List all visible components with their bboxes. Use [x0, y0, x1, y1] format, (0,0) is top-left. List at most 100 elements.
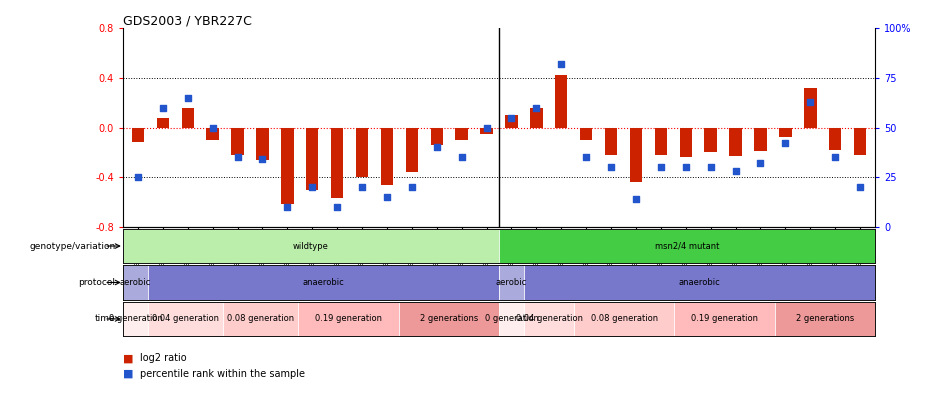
Text: wildtype: wildtype [293, 241, 329, 251]
Point [678, 164, 693, 171]
Point [703, 164, 718, 171]
Point [205, 124, 220, 131]
Point [429, 144, 445, 151]
Point [579, 154, 594, 161]
Point [803, 98, 818, 105]
Text: log2 ratio: log2 ratio [140, 354, 186, 363]
Bar [380, 128, 394, 185]
Point [379, 194, 394, 200]
Bar [123, 229, 499, 263]
Text: anaerobic: anaerobic [678, 278, 721, 287]
Text: ■: ■ [123, 354, 133, 363]
Point [553, 61, 569, 67]
Text: 0.08 generation: 0.08 generation [227, 314, 294, 324]
Text: 0 generation: 0 generation [484, 314, 538, 324]
Bar [854, 128, 867, 155]
Point [305, 184, 320, 190]
Bar [331, 128, 343, 198]
Text: 2 generations: 2 generations [796, 314, 854, 324]
Bar [604, 128, 618, 155]
Bar [356, 128, 368, 177]
Bar [829, 128, 841, 150]
Point [728, 168, 744, 175]
Bar [524, 265, 875, 300]
Text: 0.08 generation: 0.08 generation [591, 314, 657, 324]
Bar [580, 128, 592, 140]
Text: genotype/variation: genotype/variation [29, 241, 115, 251]
Text: ■: ■ [123, 369, 133, 379]
Point [329, 204, 344, 210]
Point [654, 164, 669, 171]
Bar [780, 128, 792, 138]
Point [778, 140, 793, 147]
Bar [406, 128, 418, 172]
Bar [655, 128, 667, 155]
Bar [679, 128, 692, 158]
Bar [630, 128, 642, 182]
Text: 0.19 generation: 0.19 generation [692, 314, 758, 324]
Text: percentile rank within the sample: percentile rank within the sample [140, 369, 305, 379]
Bar [555, 75, 568, 128]
Bar [674, 302, 775, 336]
Bar [232, 128, 244, 155]
Text: 0.04 generation: 0.04 generation [516, 314, 583, 324]
Point [753, 160, 768, 166]
Bar [455, 128, 468, 140]
Point [280, 204, 295, 210]
Text: 0.04 generation: 0.04 generation [152, 314, 219, 324]
Text: 2 generations: 2 generations [420, 314, 478, 324]
Bar [256, 128, 269, 160]
Text: anaerobic: anaerobic [303, 278, 344, 287]
Point [131, 174, 146, 181]
Bar [306, 128, 319, 190]
Bar [206, 128, 219, 140]
Text: 0.19 generation: 0.19 generation [315, 314, 382, 324]
Bar [131, 128, 144, 143]
Point [529, 104, 544, 111]
Bar [705, 128, 717, 152]
Bar [223, 302, 299, 336]
Bar [499, 229, 875, 263]
Bar [574, 302, 674, 336]
Bar [524, 302, 574, 336]
Point [828, 154, 843, 161]
Bar [499, 302, 524, 336]
Text: msn2/4 mutant: msn2/4 mutant [655, 241, 719, 251]
Bar [430, 128, 443, 145]
Point [504, 114, 519, 121]
Bar [157, 117, 169, 128]
Point [852, 184, 867, 190]
Point [404, 184, 419, 190]
Text: 0 generation: 0 generation [109, 314, 163, 324]
Bar [148, 302, 223, 336]
Bar [499, 265, 524, 300]
Bar [148, 265, 499, 300]
Text: GDS2003 / YBR227C: GDS2003 / YBR227C [123, 14, 252, 27]
Bar [729, 128, 742, 156]
Bar [481, 128, 493, 134]
Point [230, 154, 245, 161]
Bar [754, 128, 766, 151]
Bar [399, 302, 499, 336]
Text: aerobic: aerobic [496, 278, 527, 287]
Bar [299, 302, 399, 336]
Bar [530, 108, 543, 128]
Point [454, 154, 469, 161]
Point [355, 184, 370, 190]
Text: aerobic: aerobic [120, 278, 151, 287]
Point [604, 164, 619, 171]
Bar [775, 302, 875, 336]
Bar [804, 88, 816, 128]
Point [254, 156, 270, 162]
Point [479, 124, 494, 131]
Bar [182, 108, 194, 128]
Point [628, 196, 643, 202]
Bar [123, 302, 148, 336]
Text: time: time [95, 314, 115, 324]
Bar [505, 115, 517, 128]
Bar [281, 128, 293, 205]
Point [180, 95, 195, 101]
Bar [123, 265, 148, 300]
Text: protocol: protocol [79, 278, 115, 287]
Point [155, 104, 170, 111]
